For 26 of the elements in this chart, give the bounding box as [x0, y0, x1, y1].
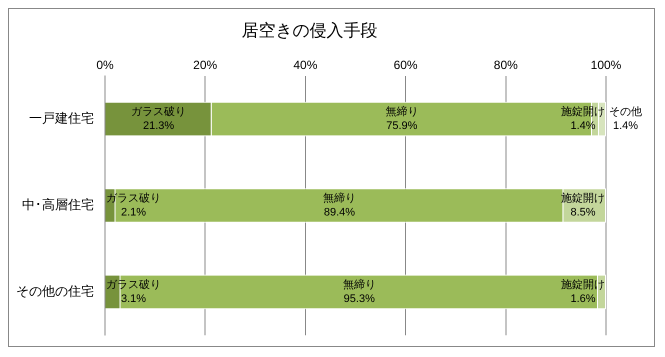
x-tick-label: 40% [293, 58, 318, 72]
x-tick-label: 60% [394, 58, 418, 72]
series-label: 施錠開け [561, 192, 605, 205]
data-label: 1.6% [570, 293, 596, 305]
data-label: 21.3% [143, 120, 174, 132]
data-label: 2.1% [120, 206, 146, 219]
chart-title: 居空きの侵入手段 [242, 20, 378, 40]
x-tick-label: 80% [494, 58, 518, 72]
series-label: 無締り [322, 192, 356, 205]
x-tick-label: 20% [193, 58, 218, 72]
data-label: 1.4% [612, 120, 638, 132]
data-label: 8.5% [570, 206, 596, 219]
text: 施錠開け [561, 279, 605, 291]
y-tick-label: その他の住宅 [16, 284, 94, 299]
y-tick-label: 中･高層住宅 [22, 197, 94, 212]
text: 無締り [342, 279, 376, 291]
x-tick-label: 100% [590, 58, 622, 72]
text: ガラス破り [131, 106, 186, 118]
text: 無締り [385, 106, 418, 118]
data-label: 75.9% [386, 120, 418, 132]
data-label: 89.4% [324, 206, 356, 219]
data-label: 3.1% [120, 293, 146, 305]
data-label: 95.3% [344, 293, 376, 305]
x-tick-label: 0% [96, 58, 114, 72]
series-label: その他 [609, 106, 642, 118]
y-tick-label: 一戸建住宅 [29, 110, 94, 126]
